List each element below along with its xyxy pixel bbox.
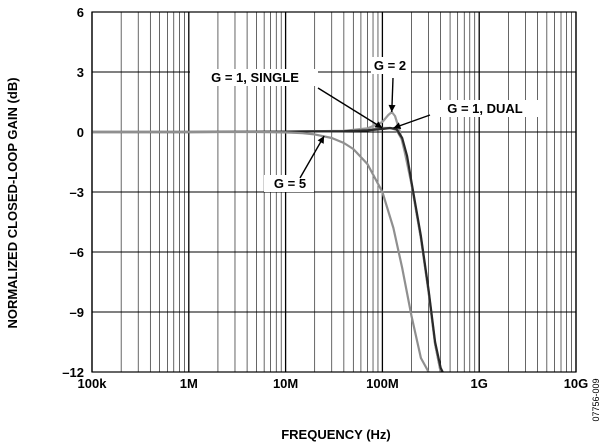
series-line-3 [92,130,430,373]
annotation-arrowhead [388,104,396,112]
annotation-label: G = 1, DUAL [447,101,523,116]
y-tick-label: 0 [77,125,84,140]
annotation-bg [190,69,318,86]
annotation-leader [317,87,383,129]
figure-code: 07756-009 [591,378,601,421]
y-tick-label: –9 [70,305,84,320]
annotation-label: G = 1, SINGLE [211,70,299,85]
x-tick-label: 100k [78,376,108,391]
series-line-2 [92,126,444,373]
y-tick-label: 3 [77,65,84,80]
annotation-bg [429,100,541,117]
y-axis-title: NORMALIZED CLOSED-LOOP GAIN (dB) [5,77,20,328]
y-tick-labels: 6 3 0 –3 –6 –9 –12 [62,5,84,380]
series-line-1 [92,110,442,373]
annotations: G = 1, SINGLE G = 2 G = 1, DUAL G = 5 [190,57,541,192]
annotation-bg [264,175,314,192]
annotation-arrowhead [317,136,325,144]
y-tick-label: –6 [70,245,84,260]
x-tick-labels: 100k 1M 10M 100M 1G 10G [78,376,589,391]
annotation-arrowhead [393,122,402,129]
series-layer [92,110,444,373]
y-tick-label: –3 [70,185,84,200]
y-tick-label: 6 [77,5,84,20]
annotation-label: G = 5 [274,176,306,191]
series-line-0 [92,126,442,373]
x-tick-label: 10M [273,376,298,391]
x-tick-label: 10G [564,376,589,391]
annotation-leader [299,135,325,179]
x-axis-title: FREQUENCY (Hz) [281,427,391,442]
annotation-bg [371,57,411,74]
x-tick-label: 1M [180,376,198,391]
y-tick-label: –12 [62,365,84,380]
annotation-arrowhead [374,121,383,128]
grid-major [91,11,577,373]
annotation-label: G = 2 [374,58,406,73]
plot-frame [91,11,577,373]
x-tick-label: 1G [471,376,488,391]
x-tick-label: 100M [366,376,399,391]
